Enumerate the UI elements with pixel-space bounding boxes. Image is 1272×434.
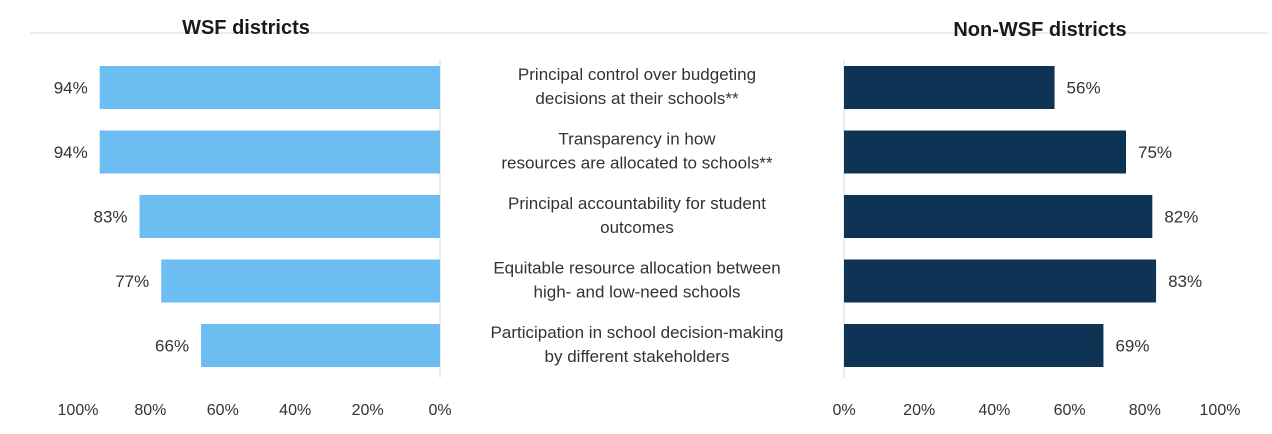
non-wsf-value-label: 82% bbox=[1164, 208, 1198, 227]
non-wsf-bar bbox=[844, 324, 1104, 367]
category-label: Principal accountability for student outc… bbox=[508, 194, 766, 237]
category-label-line: Principal control over budgeting bbox=[518, 65, 756, 84]
left-axis-tick-label: 20% bbox=[352, 402, 384, 419]
wsf-bar bbox=[161, 259, 440, 303]
category-label-line: Transparency in how bbox=[558, 130, 716, 149]
wsf-bar bbox=[99, 130, 440, 174]
wsf-value-label: 83% bbox=[94, 208, 128, 227]
right-axis-tick-label: 0% bbox=[832, 402, 855, 419]
wsf-value-label: 94% bbox=[54, 143, 88, 162]
right-axis: 0% 20% 40% 60% 80% 100% bbox=[832, 402, 1240, 419]
right-axis-tick-label: 40% bbox=[978, 402, 1010, 419]
non-wsf-bar bbox=[844, 66, 1055, 109]
category-label-line: outcomes bbox=[600, 218, 674, 237]
wsf-bar bbox=[201, 324, 440, 367]
category-labels: Principal control over budgeting decision… bbox=[491, 65, 784, 366]
non-wsf-bar bbox=[844, 195, 1153, 238]
left-panel-title: WSF districts bbox=[182, 17, 310, 39]
category-label: Transparency in how resources are allocat… bbox=[501, 130, 773, 173]
category-label: Principal control over budgeting decision… bbox=[518, 65, 756, 108]
category-label-line: resources are allocated to schools** bbox=[501, 154, 773, 173]
category-label: Equitable resource allocation between hig… bbox=[493, 259, 780, 302]
right-panel-title: Non-WSF districts bbox=[953, 19, 1126, 41]
non-wsf-value-label: 75% bbox=[1138, 143, 1172, 162]
non-wsf-bar bbox=[844, 259, 1157, 303]
right-axis-tick-label: 100% bbox=[1200, 402, 1241, 419]
left-axis-tick-label: 60% bbox=[207, 402, 239, 419]
non-wsf-value-label: 56% bbox=[1067, 79, 1101, 98]
right-axis-tick-label: 60% bbox=[1054, 402, 1086, 419]
wsf-value-label: 77% bbox=[115, 272, 149, 291]
left-axis-tick-label: 80% bbox=[134, 402, 166, 419]
category-label-line: Equitable resource allocation between bbox=[493, 259, 780, 278]
right-panel: 56% 75% 82% 83% 69% bbox=[843, 60, 1202, 378]
left-axis-tick-label: 100% bbox=[58, 402, 99, 419]
right-axis-tick-label: 20% bbox=[903, 402, 935, 419]
wsf-bar bbox=[99, 66, 440, 109]
non-wsf-bar bbox=[844, 130, 1126, 174]
non-wsf-value-label: 83% bbox=[1168, 272, 1202, 291]
category-label: Participation in school decision-making b… bbox=[491, 323, 784, 366]
category-label-line: high- and low-need schools bbox=[534, 283, 741, 302]
right-axis-tick-label: 80% bbox=[1129, 402, 1161, 419]
left-panel: 94% 94% 83% 77% 66% bbox=[54, 60, 441, 378]
category-label-line: by different stakeholders bbox=[545, 347, 730, 366]
category-label-line: Principal accountability for student bbox=[508, 194, 766, 213]
category-label-line: Participation in school decision-making bbox=[491, 323, 784, 342]
wsf-value-label: 66% bbox=[155, 337, 189, 356]
category-label-line: decisions at their schools** bbox=[535, 89, 739, 108]
left-axis-tick-label: 40% bbox=[279, 402, 311, 419]
left-axis-tick-label: 0% bbox=[428, 402, 451, 419]
left-axis: 100% 80% 60% 40% 20% 0% bbox=[58, 402, 452, 419]
wsf-value-label: 94% bbox=[54, 79, 88, 98]
wsf-bar bbox=[139, 195, 441, 238]
non-wsf-value-label: 69% bbox=[1115, 337, 1149, 356]
